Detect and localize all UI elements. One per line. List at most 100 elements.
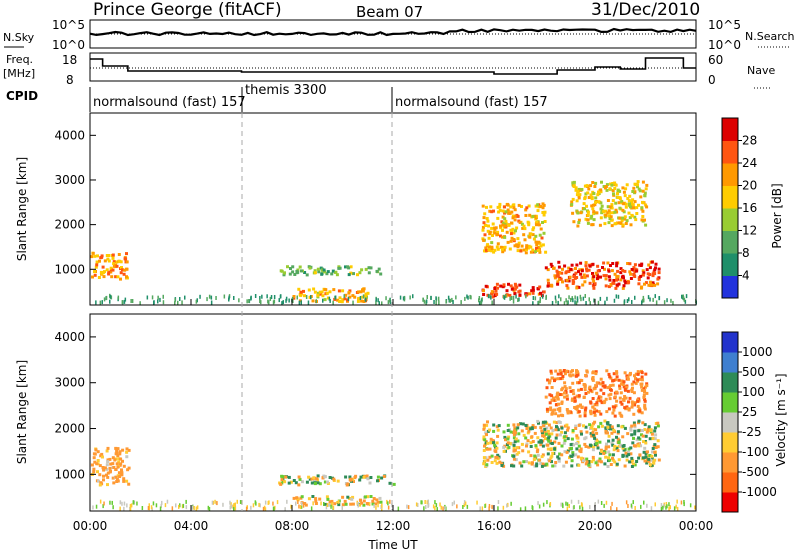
heatmap-cell <box>282 273 286 277</box>
heatmap-cell <box>427 502 430 507</box>
heatmap-cell <box>511 216 515 220</box>
heatmap-cell <box>487 224 490 228</box>
heatmap-cell <box>460 300 462 305</box>
heatmap-cell <box>583 280 587 284</box>
heatmap-cell <box>657 458 661 462</box>
heatmap-cell <box>340 300 344 304</box>
heatmap-cell <box>594 370 598 374</box>
heatmap-cell <box>622 398 626 402</box>
heatmap-cell <box>607 221 611 225</box>
heatmap-cell <box>482 238 486 242</box>
heatmap-cell <box>585 301 587 305</box>
heatmap-cell <box>127 466 131 470</box>
heatmap-cell <box>119 500 122 505</box>
heatmap-cell <box>509 430 513 434</box>
heatmap-cell <box>485 463 489 467</box>
x-tick-label: 00:00 <box>679 519 714 533</box>
heatmap-cell <box>606 199 610 202</box>
heatmap-cell <box>570 398 574 402</box>
heatmap-cell <box>96 254 99 258</box>
heatmap-cell <box>611 262 615 265</box>
heatmap-cell <box>630 213 634 217</box>
heatmap-cell <box>625 385 629 389</box>
heatmap-cell <box>555 425 558 429</box>
heatmap-cell <box>496 230 500 234</box>
heatmap-cell <box>535 220 539 224</box>
y-tick-label: 3000 <box>54 173 85 187</box>
heatmap-cell <box>603 384 607 388</box>
heatmap-cell <box>463 503 466 507</box>
heatmap-cell <box>535 241 539 245</box>
heatmap-cell <box>643 282 646 286</box>
heatmap-cell <box>621 446 625 450</box>
heatmap-cell <box>675 504 677 509</box>
heatmap-cell <box>387 505 390 510</box>
heatmap-cell <box>616 221 619 225</box>
heatmap-cell <box>636 370 640 374</box>
heatmap-cell <box>238 298 240 303</box>
heatmap-cell <box>363 294 367 298</box>
heatmap-cell <box>478 300 481 305</box>
heatmap-cell <box>525 427 529 430</box>
heatmap-cell <box>544 266 548 270</box>
heatmap-cell <box>632 421 636 425</box>
heatmap-cell <box>642 295 645 300</box>
heatmap-cell <box>376 475 380 479</box>
heatmap-cell <box>349 502 353 506</box>
heatmap-cell <box>637 436 641 440</box>
heatmap-cell <box>583 411 587 415</box>
heatmap-cell <box>351 502 355 506</box>
heatmap-cell <box>627 280 631 284</box>
heatmap-cell <box>617 282 621 286</box>
heatmap-cell <box>563 395 567 399</box>
heatmap-cell <box>103 297 106 302</box>
freq-left-tick-bottom: 8 <box>66 73 74 87</box>
heatmap-cell <box>654 446 658 449</box>
heatmap-cell <box>680 500 683 505</box>
heatmap-cell <box>591 371 595 375</box>
colorbar-swatch <box>722 452 738 473</box>
heatmap-cell <box>563 301 566 306</box>
heatmap-cell <box>616 269 620 273</box>
heatmap-cell <box>579 447 583 451</box>
heatmap-cell <box>211 500 214 505</box>
heatmap-cell <box>250 505 252 510</box>
heatmap-cell <box>608 278 612 282</box>
heatmap-cell <box>527 450 531 454</box>
heatmap-cell <box>641 300 643 305</box>
heatmap-cell <box>527 223 531 227</box>
heatmap-cell <box>585 269 589 273</box>
heatmap-cell <box>366 495 370 499</box>
heatmap-cell <box>565 394 569 398</box>
heatmap-cell <box>535 223 538 227</box>
heatmap-cell <box>541 462 545 466</box>
heatmap-cell <box>632 186 636 190</box>
heatmap-cell <box>591 377 594 381</box>
heatmap-cell <box>348 289 352 293</box>
heatmap-cell <box>490 461 494 464</box>
heatmap-cell <box>566 437 570 441</box>
heatmap-cell <box>575 199 579 203</box>
heatmap-cell <box>503 205 506 209</box>
heatmap-cell <box>571 429 575 432</box>
heatmap-cell <box>357 296 361 300</box>
heatmap-cell <box>653 450 657 454</box>
colorbar-tick-label: 16 <box>742 201 757 215</box>
heatmap-cell <box>524 214 528 217</box>
heatmap-cell <box>492 250 496 254</box>
heatmap-cell <box>323 270 327 274</box>
heatmap-cell <box>666 504 668 509</box>
heatmap-cell <box>193 506 195 510</box>
heatmap-cell <box>579 505 581 510</box>
heatmap-cell <box>633 270 637 273</box>
heatmap-cell <box>482 425 486 429</box>
heatmap-cell <box>111 256 115 260</box>
heatmap-cell <box>444 506 446 511</box>
heatmap-cell <box>196 298 198 303</box>
heatmap-cell <box>586 210 590 214</box>
heatmap-cell <box>105 254 109 257</box>
heatmap-cell <box>567 410 571 414</box>
heatmap-cell <box>614 208 618 212</box>
heatmap-cell <box>604 300 606 305</box>
heatmap-cell <box>157 295 159 300</box>
